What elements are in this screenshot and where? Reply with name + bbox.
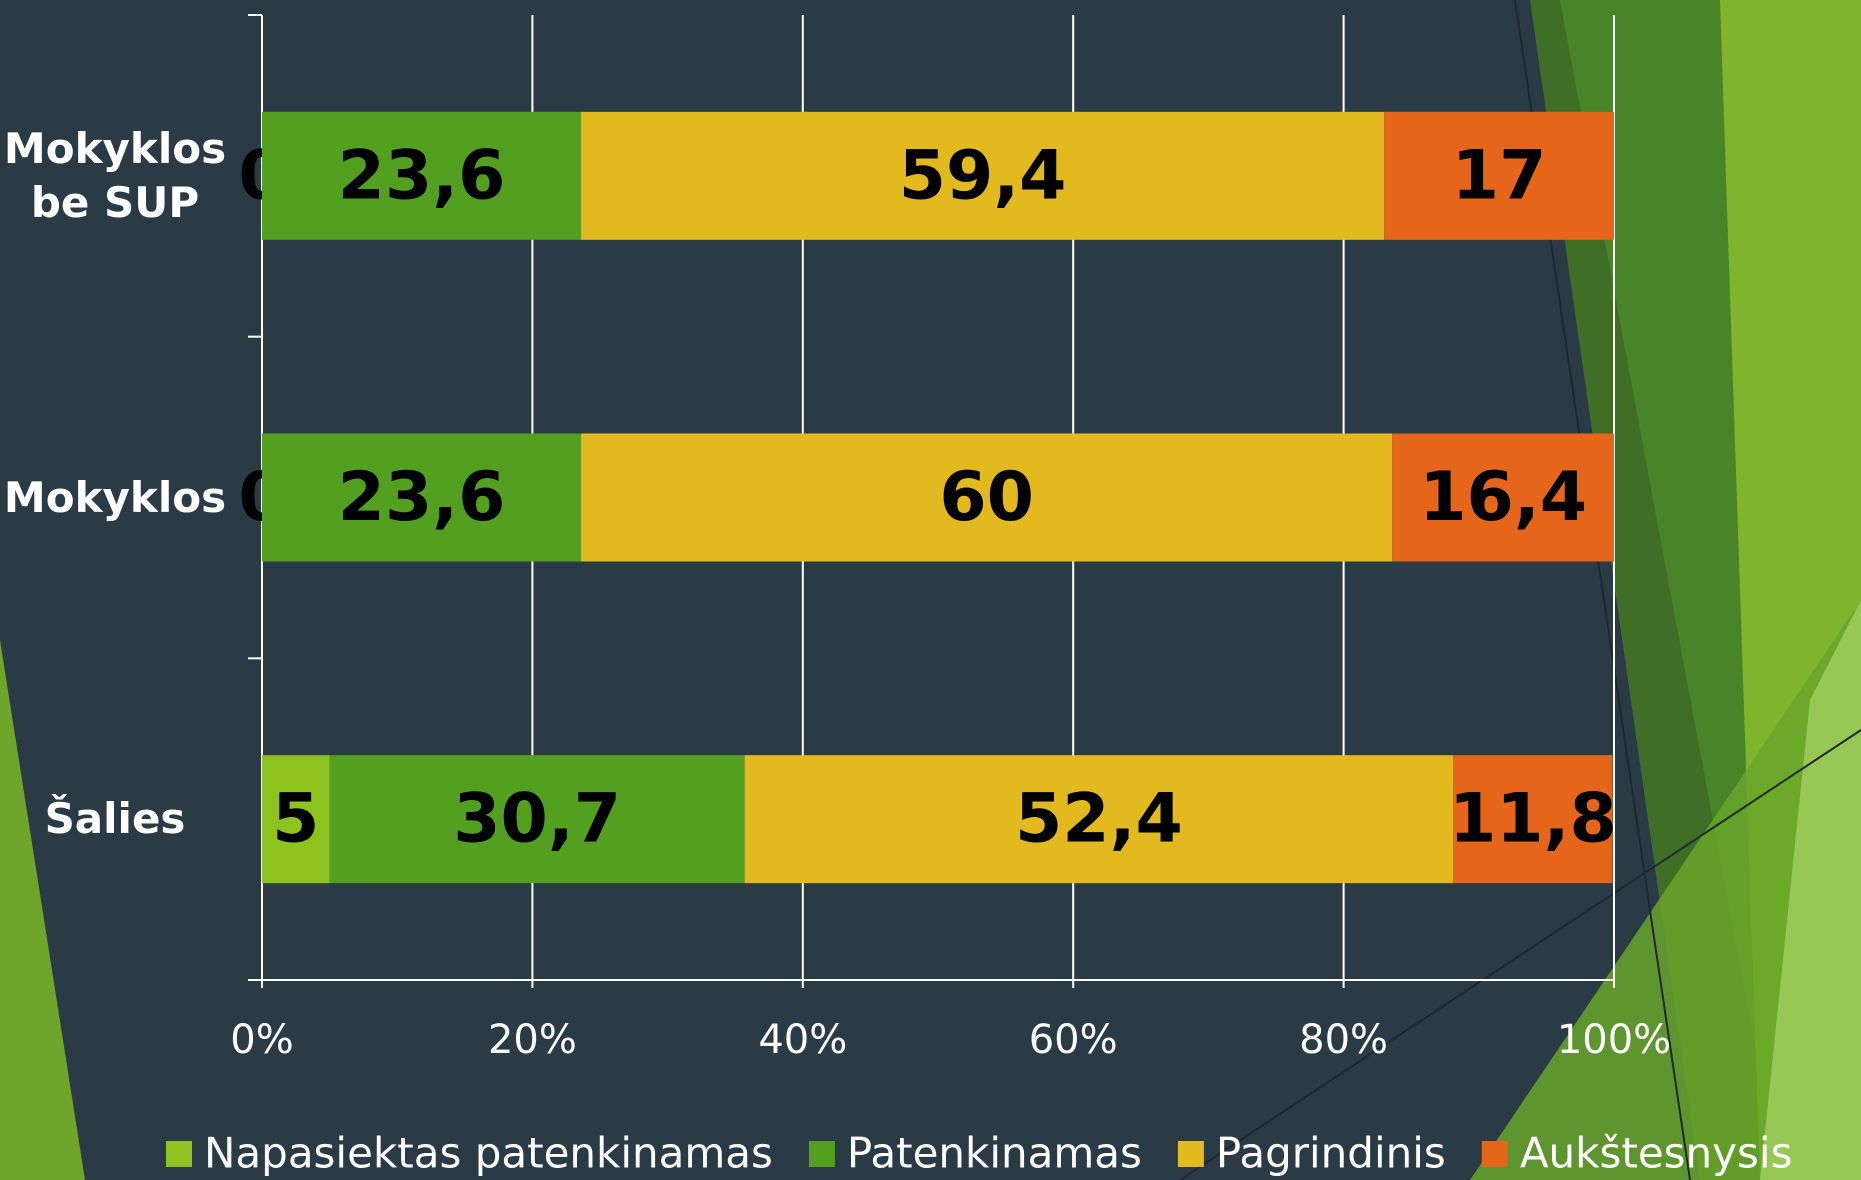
legend-swatch [1178, 1141, 1204, 1167]
y-tick-label: Mokyklos [0, 471, 230, 525]
legend-label: Aukštesnysis [1520, 1129, 1793, 1178]
legend-swatch [1482, 1141, 1508, 1167]
data-label: 59,4 [899, 136, 1067, 215]
data-label: 60 [939, 458, 1034, 537]
chart: 0%20%40%60%80%100%023,659,417023,66016,4… [0, 0, 1861, 1180]
data-label: 23,6 [338, 136, 506, 215]
data-label: 5 [272, 780, 319, 859]
y-tick-label: Šalies [0, 792, 230, 846]
data-label: 52,4 [1015, 780, 1183, 859]
data-label: 17 [1452, 136, 1547, 215]
legend-swatch [809, 1141, 835, 1167]
x-tick-label: 40% [758, 1017, 847, 1063]
x-tick-label: 20% [488, 1017, 577, 1063]
legend-label: Pagrindinis [1216, 1129, 1446, 1178]
y-tick-label: Mokyklos be SUP [0, 122, 230, 230]
data-label: 11,8 [1449, 780, 1617, 859]
x-tick-label: 60% [1029, 1017, 1118, 1063]
data-label: 23,6 [338, 458, 506, 537]
x-tick-label: 100% [1557, 1017, 1671, 1063]
x-tick-label: 80% [1299, 1017, 1388, 1063]
legend-label: Napasiektas patenkinamas [204, 1129, 773, 1178]
data-label: 16,4 [1419, 458, 1587, 537]
page: 0%20%40%60%80%100%023,659,417023,66016,4… [0, 0, 1861, 1180]
x-tick-label: 0% [230, 1017, 293, 1063]
legend-label: Patenkinamas [847, 1129, 1142, 1178]
data-label: 30,7 [453, 780, 621, 859]
legend-swatch [166, 1141, 192, 1167]
